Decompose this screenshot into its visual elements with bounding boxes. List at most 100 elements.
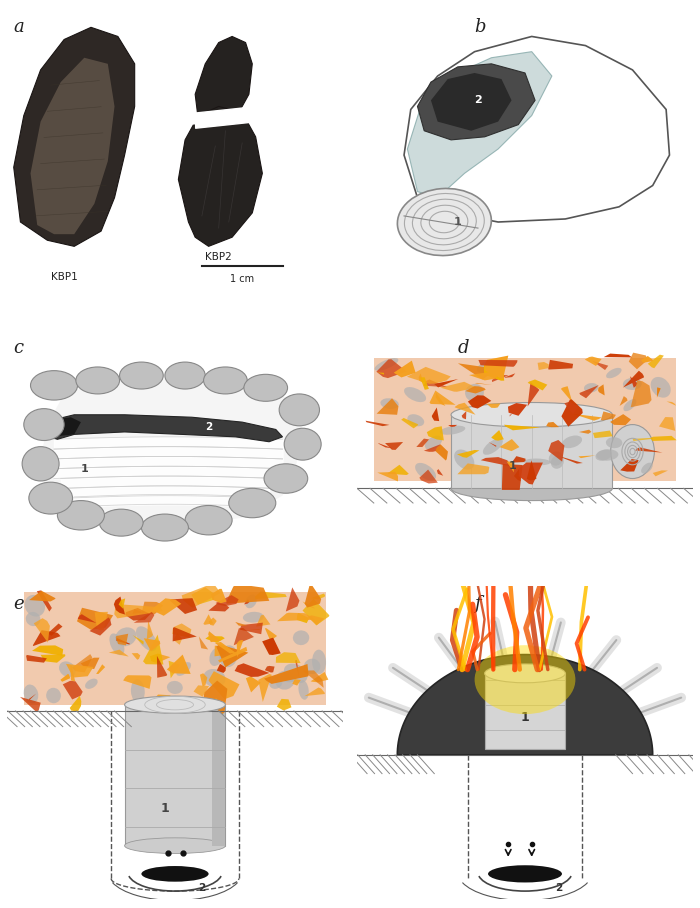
Polygon shape [623,370,644,388]
Polygon shape [118,598,125,608]
Ellipse shape [116,627,136,646]
Polygon shape [215,642,235,654]
Polygon shape [204,615,214,625]
Polygon shape [133,635,144,645]
Polygon shape [20,696,41,712]
Ellipse shape [380,399,399,409]
Polygon shape [514,469,521,481]
Polygon shape [491,430,504,440]
Polygon shape [573,414,601,420]
Polygon shape [630,376,637,388]
Ellipse shape [131,679,145,703]
Polygon shape [240,623,263,634]
Polygon shape [212,705,225,845]
Ellipse shape [272,470,303,491]
Text: c: c [14,339,24,357]
Polygon shape [578,456,596,459]
Polygon shape [584,357,601,366]
Polygon shape [72,654,92,672]
Ellipse shape [596,449,618,460]
Ellipse shape [562,436,582,449]
Ellipse shape [59,661,76,677]
Ellipse shape [173,369,201,388]
Text: 2: 2 [474,95,482,105]
Ellipse shape [269,676,283,689]
Ellipse shape [194,512,227,533]
Polygon shape [114,597,125,615]
Ellipse shape [293,630,309,645]
Text: 2: 2 [205,422,212,432]
Ellipse shape [25,595,45,617]
Polygon shape [430,390,456,405]
Ellipse shape [24,409,64,440]
Polygon shape [512,456,526,463]
Polygon shape [276,699,291,711]
Polygon shape [593,430,612,439]
Ellipse shape [451,476,612,500]
Ellipse shape [549,451,564,466]
Ellipse shape [176,662,191,676]
Polygon shape [205,637,225,643]
Polygon shape [377,472,398,481]
Polygon shape [169,661,180,678]
Polygon shape [475,383,491,385]
Polygon shape [374,359,676,481]
Polygon shape [504,373,515,378]
Polygon shape [218,646,247,663]
Polygon shape [502,464,523,490]
Polygon shape [78,614,97,623]
Text: 1: 1 [160,802,169,814]
Polygon shape [457,463,489,474]
Polygon shape [29,694,36,700]
Text: 1: 1 [454,217,462,227]
Polygon shape [209,671,239,699]
Polygon shape [507,461,514,472]
Polygon shape [152,695,173,703]
Polygon shape [620,396,627,406]
Polygon shape [435,445,448,460]
Polygon shape [451,415,612,489]
Ellipse shape [513,413,533,421]
Text: e: e [14,595,24,613]
Polygon shape [235,622,247,626]
Ellipse shape [37,489,68,512]
Polygon shape [226,584,270,604]
Polygon shape [125,705,225,845]
Polygon shape [29,591,55,601]
Ellipse shape [84,373,115,392]
Polygon shape [255,591,287,599]
Polygon shape [237,640,244,657]
Ellipse shape [66,508,99,528]
Polygon shape [601,411,616,420]
Polygon shape [484,356,508,380]
Ellipse shape [29,454,55,479]
Polygon shape [629,352,648,370]
Polygon shape [33,630,60,646]
Ellipse shape [610,425,654,479]
Polygon shape [548,440,564,461]
Ellipse shape [128,369,158,388]
Polygon shape [209,698,220,707]
Ellipse shape [451,402,612,427]
Polygon shape [377,399,398,415]
Polygon shape [303,670,323,687]
Polygon shape [448,425,457,427]
Ellipse shape [488,865,562,883]
Ellipse shape [136,627,157,651]
Ellipse shape [109,634,125,656]
Polygon shape [276,652,300,663]
Ellipse shape [465,384,484,401]
Polygon shape [200,674,207,686]
Polygon shape [377,360,407,378]
Polygon shape [26,655,47,663]
Polygon shape [302,598,330,626]
Polygon shape [172,624,191,637]
Polygon shape [401,418,418,429]
Polygon shape [407,367,451,384]
Polygon shape [195,36,252,131]
Ellipse shape [29,482,73,514]
Polygon shape [592,360,608,370]
Polygon shape [659,417,676,431]
Polygon shape [302,601,315,608]
Ellipse shape [99,509,143,536]
